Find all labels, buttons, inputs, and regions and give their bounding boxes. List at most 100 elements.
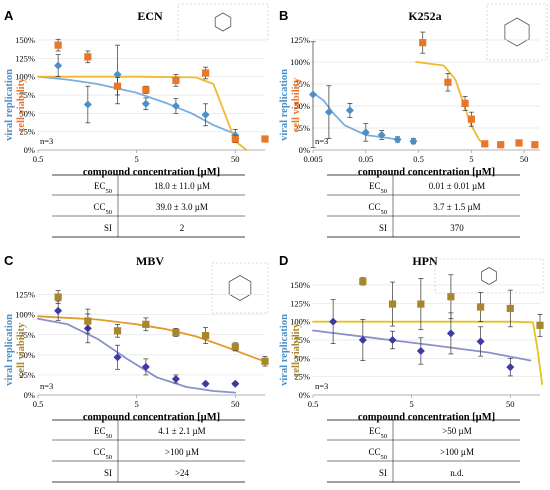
panel-b: B K252a 0% 25% 50% 75% 100% 125% 0.005 0.05 0.5 5 50… xyxy=(275,0,550,245)
chart-c: C MBV 0% 25% 50% 75% 100% 125% 0.5 5 50 compound co… xyxy=(4,253,269,483)
panel-label-d: D xyxy=(279,253,288,268)
data-point-cell-viability-b xyxy=(419,39,427,47)
data-point-cell-viability-d xyxy=(536,321,544,329)
y-tick-label-d: 50% xyxy=(294,353,310,363)
data-point-cell-viability-c xyxy=(84,317,92,325)
data-point-viral-replication-a xyxy=(141,99,150,108)
data-point-cell-viability-c xyxy=(231,343,239,351)
table-label-d: SI xyxy=(379,468,387,478)
table-value-c: 4.1 ± 2.1 µM xyxy=(158,426,205,436)
data-point-viral-replication-b xyxy=(324,108,333,117)
data-point-viral-replication-c xyxy=(113,353,122,362)
x-tick-label-c: 5 xyxy=(135,399,139,409)
table-label-c: SI xyxy=(104,468,112,478)
data-point-cell-viability-d xyxy=(417,300,425,308)
y-tick-label-b: 0% xyxy=(299,145,310,155)
x-tick-label-b: 5 xyxy=(469,154,473,164)
data-point-viral-replication-d xyxy=(388,336,397,344)
y-tick-label-c: 50% xyxy=(19,350,35,360)
y-axis-label-left-b: viral replication xyxy=(279,69,290,141)
data-point-viral-replication-a xyxy=(171,102,180,110)
x-axis-label-d: compound concentration [µM] xyxy=(358,412,495,423)
table-label-b: CC50 xyxy=(368,202,387,216)
data-point-viral-replication-a xyxy=(54,61,63,70)
x-axis-label-c: compound concentration [µM] xyxy=(83,412,220,423)
table-label-a: CC50 xyxy=(93,202,112,216)
y-tick-label-d: 0% xyxy=(299,390,310,400)
n-label-c: n=3 xyxy=(40,381,53,391)
table-label-b: EC50 xyxy=(369,181,387,195)
x-tick-label-b: 0.5 xyxy=(413,154,424,164)
x-tick-label-d: 0.5 xyxy=(308,399,319,409)
y-tick-label-d: 75% xyxy=(294,335,310,345)
data-point-viral-replication-b xyxy=(393,135,402,144)
y-axis-label-left-a: viral replication xyxy=(4,69,15,141)
y-tick-label-d: 125% xyxy=(290,298,310,308)
table-value-c: >24 xyxy=(175,468,190,478)
x-tick-label-b: 0.05 xyxy=(358,154,373,164)
fit-curve-d-0 xyxy=(312,329,532,362)
table-value-c: >100 µM xyxy=(165,447,199,457)
molecule-ring xyxy=(214,12,232,32)
data-point-cell-viability-b xyxy=(461,99,469,107)
fit-curve-a-0 xyxy=(37,75,237,135)
data-point-cell-viability-a xyxy=(113,82,122,90)
y-tick-label-a: 0% xyxy=(24,145,35,155)
x-axis-label-a: compound concentration [µM] xyxy=(83,167,220,178)
table-label-a: EC50 xyxy=(94,181,112,195)
y-tick-label-c: 100% xyxy=(15,310,35,320)
data-point-viral-replication-d xyxy=(446,329,455,338)
table-value-a: 39.0 ± 3.0 µM xyxy=(156,202,208,212)
x-tick-label-d: 50 xyxy=(506,399,515,409)
data-point-viral-replication-c xyxy=(201,379,210,388)
x-tick-label-d: 5 xyxy=(410,399,414,409)
y-tick-label-b: 125% xyxy=(290,35,310,45)
table-label-b: SI xyxy=(379,223,387,233)
data-point-cell-viability-d xyxy=(388,300,397,308)
data-point-cell-viability-a xyxy=(54,41,62,49)
y-tick-label-a: 25% xyxy=(19,127,35,137)
x-tick-label-a: 0.5 xyxy=(33,154,44,164)
data-point-cell-viability-b xyxy=(467,115,475,123)
y-tick-label-b: 75% xyxy=(294,79,310,89)
molecule-frame xyxy=(486,3,548,61)
n-label-a: n=3 xyxy=(40,136,53,146)
data-point-cell-viability-b xyxy=(497,141,505,149)
data-point-viral-replication-a xyxy=(113,70,122,79)
table-value-d: >50 µM xyxy=(442,426,472,436)
data-point-cell-viability-a xyxy=(142,86,150,94)
y-axis-label-right-a: cell viability xyxy=(16,77,27,132)
data-point-viral-replication-c xyxy=(231,379,240,388)
molecule-frame xyxy=(177,3,269,41)
data-point-viral-replication-b xyxy=(345,106,354,115)
data-point-cell-viability-a xyxy=(84,53,92,61)
y-tick-label-a: 75% xyxy=(19,90,35,100)
data-point-cell-viability-c xyxy=(261,357,269,365)
y-tick-label-d: 25% xyxy=(294,372,310,382)
table-label-d: CC50 xyxy=(368,447,387,461)
data-point-cell-viability-a xyxy=(202,69,210,77)
table-value-b: 3.7 ± 1.5 µM xyxy=(433,202,480,212)
panel-label-a: A xyxy=(4,8,14,23)
data-point-cell-viability-c xyxy=(54,293,62,301)
table-label-c: CC50 xyxy=(93,447,112,461)
y-tick-label-b: 25% xyxy=(294,123,310,133)
fit-curve-b-0 xyxy=(312,91,399,141)
y-axis-label-left-c: viral replication xyxy=(4,314,15,386)
fit-curve-b-1 xyxy=(415,61,486,146)
molecule-frame xyxy=(434,258,544,294)
data-point-cell-viability-b xyxy=(444,78,452,86)
data-point-cell-viability-c xyxy=(172,328,180,336)
chart-a: A ECN 0% 25% 50% 75% 100% 125% 150% 0.5 5 50 compoun… xyxy=(4,3,269,238)
y-axis-label-right-c: cell viability xyxy=(16,322,27,377)
table-value-d: n.d. xyxy=(450,468,464,478)
x-tick-label-a: 5 xyxy=(135,154,139,164)
panel-label-c: C xyxy=(4,253,14,268)
data-point-viral-replication-d xyxy=(416,347,425,355)
data-point-cell-viability-b xyxy=(515,139,523,147)
y-tick-label-c: 25% xyxy=(19,370,35,380)
fit-curve-d-1 xyxy=(312,320,543,385)
molecule-structure-d xyxy=(434,258,544,294)
table-label-a: SI xyxy=(104,223,112,233)
data-point-viral-replication-b xyxy=(309,90,317,99)
